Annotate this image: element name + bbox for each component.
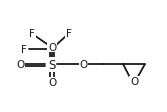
Text: F: F (29, 29, 35, 39)
Text: O: O (16, 60, 25, 70)
Text: O: O (79, 60, 88, 70)
Text: O: O (48, 42, 56, 52)
Text: O: O (48, 78, 56, 87)
Text: F: F (21, 44, 27, 54)
Text: F: F (66, 29, 71, 39)
Text: S: S (48, 58, 56, 71)
Text: O: O (130, 76, 138, 86)
